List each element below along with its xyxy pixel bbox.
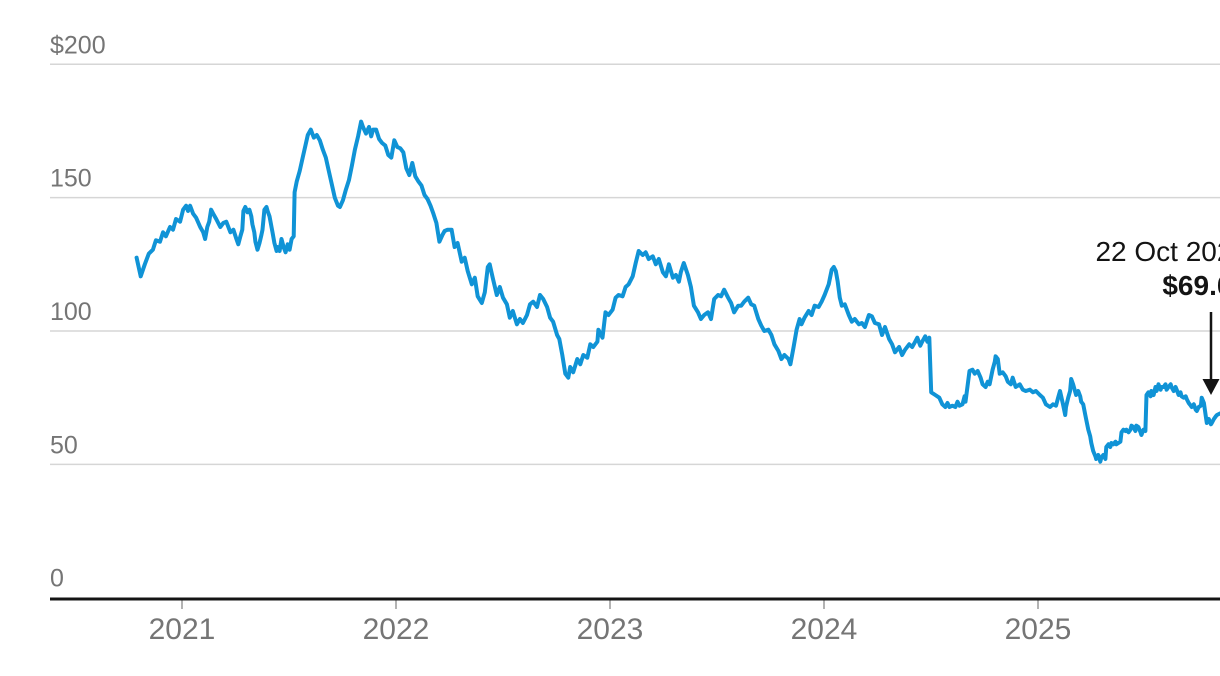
price-line: [134, 119, 1220, 464]
y-tick-label: 0: [50, 565, 64, 593]
y-tick-label: 100: [50, 298, 92, 326]
y-tick-label: 50: [50, 431, 78, 459]
annotation-price-label: $69.08: [1162, 270, 1220, 301]
y-tick-label: 150: [50, 165, 92, 193]
annotation-date-label: 22 Oct 2025: [1095, 236, 1220, 267]
annotation-arrow-head-icon: [1202, 379, 1220, 395]
annotation: 22 Oct 2025 $69.08: [1095, 236, 1220, 395]
y-tick-label: $200: [50, 31, 106, 59]
x-tick-label: 2025: [1005, 613, 1072, 646]
y-axis-labels: $200 150 100 50 0: [50, 31, 106, 592]
x-tick-label: 2021: [149, 613, 216, 646]
gridlines: [50, 63, 1220, 601]
x-tick-label: 2023: [577, 613, 644, 646]
x-tick-label: 2022: [363, 613, 430, 646]
chart-canvas: $200 150 100 50 0 2021 2022 2023 2024 2025 22 Oc…: [50, 31, 1220, 646]
share-price-line-chart: $200 150 100 50 0 2021 2022 2023 2024 2025 22 Oc…: [40, 16, 1220, 660]
x-axis: 2021 2022 2023 2024 2025: [149, 600, 1072, 646]
x-tick-label: 2024: [791, 613, 858, 646]
